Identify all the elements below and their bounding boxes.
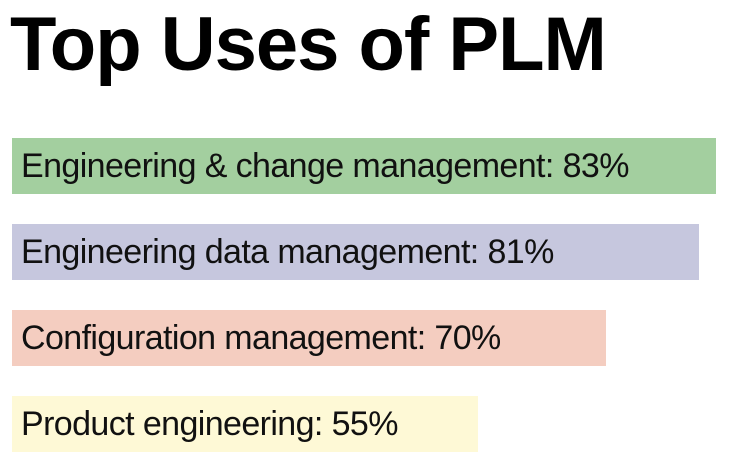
chart-title: Top Uses of PLM	[10, 2, 607, 87]
bar-3: Configuration management: 70%	[12, 310, 606, 366]
bar-label: Engineering data management: 81%	[21, 232, 554, 271]
bar-label: Configuration management: 70%	[21, 318, 501, 357]
bar-2: Engineering data management: 81%	[12, 224, 699, 280]
bar-4: Product engineering: 55%	[12, 396, 479, 452]
bar-label: Engineering & change management: 83%	[21, 146, 629, 185]
bar-1: Engineering & change management: 83%	[12, 138, 716, 194]
bar-label: Product engineering: 55%	[21, 404, 398, 443]
